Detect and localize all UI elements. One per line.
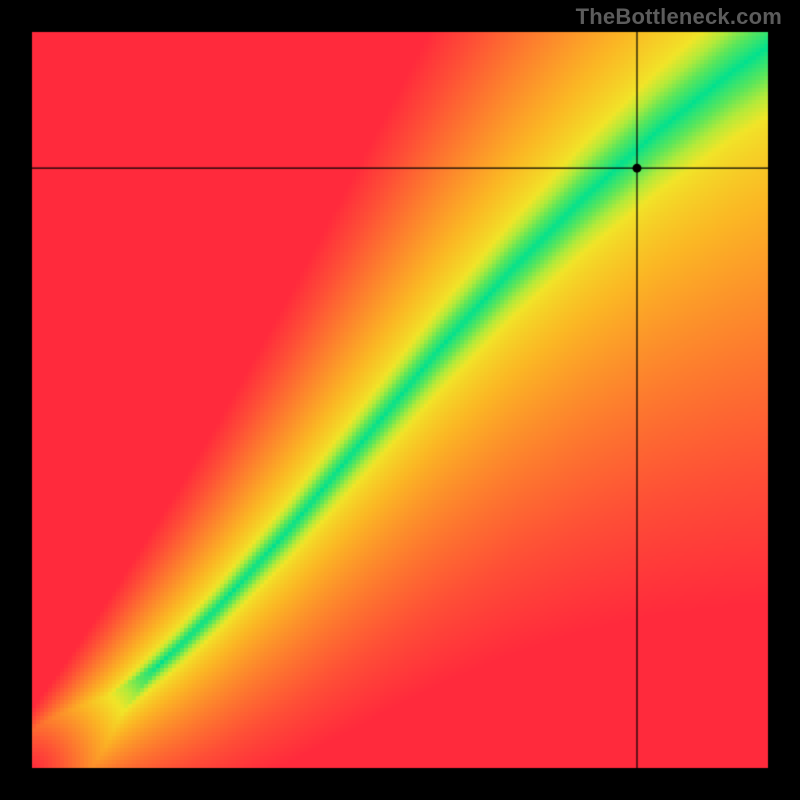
bottleneck-heatmap-canvas bbox=[0, 0, 800, 800]
chart-container: TheBottleneck.com bbox=[0, 0, 800, 800]
watermark-text: TheBottleneck.com bbox=[576, 4, 782, 30]
